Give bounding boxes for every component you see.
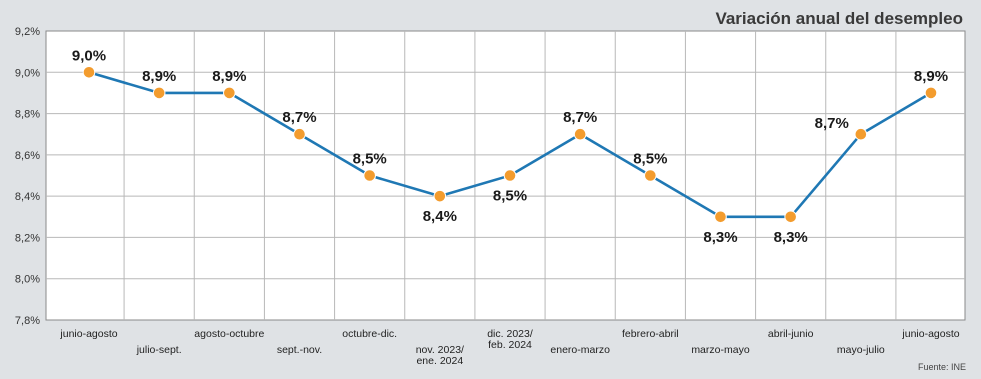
data-label: 8,5%	[493, 188, 527, 205]
x-tick-label-line: abril-junio	[768, 328, 814, 340]
data-label: 8,5%	[633, 151, 667, 168]
data-label: 8,7%	[563, 109, 597, 126]
y-tick-label: 9,0%	[15, 67, 40, 79]
data-label: 8,3%	[703, 229, 737, 246]
x-tick-label: marzo-mayo	[691, 344, 750, 356]
gridlines	[46, 31, 965, 320]
x-tick-label-line: dic. 2023/	[487, 328, 533, 340]
y-tick-label: 9,2%	[15, 26, 40, 38]
source-note: Fuente: INE	[918, 362, 966, 372]
x-tick-label: nov. 2023/ene. 2024	[416, 344, 464, 367]
x-tick-label: junio-agosto	[59, 328, 117, 340]
x-tick-label: mayo-julio	[837, 344, 885, 356]
x-tick-label-line: julio-sept.	[136, 344, 182, 356]
x-tick-label: abril-junio	[768, 328, 814, 340]
y-tick-label: 8,4%	[15, 191, 40, 203]
y-axis-ticks: 7,8% 8,0% 8,2% 8,4% 8,6% 8,8% 9,0% 9,2%	[15, 26, 40, 327]
x-tick-label: julio-sept.	[136, 344, 182, 356]
data-point	[293, 127, 306, 141]
data-label: 8,9%	[914, 68, 948, 85]
y-tick-label: 8,8%	[15, 109, 40, 121]
x-tick-label-line: sept.-nov.	[277, 344, 322, 356]
x-tick-label: octubre-dic.	[342, 328, 397, 340]
y-tick-label: 7,8%	[15, 315, 40, 327]
data-point	[363, 169, 376, 182]
data-point	[433, 189, 447, 203]
x-tick-label: sept.-nov.	[277, 344, 322, 356]
data-label: 8,9%	[212, 68, 246, 85]
x-tick-label: febrero-abril	[622, 328, 679, 340]
data-label: 8,4%	[423, 208, 457, 225]
data-label: 8,9%	[142, 68, 176, 85]
data-point	[854, 127, 868, 141]
x-tick-label-line: junio-agosto	[59, 328, 117, 340]
x-tick-label-line: ene. 2024	[416, 355, 463, 367]
x-tick-label-line: agosto-octubre	[194, 328, 264, 340]
x-tick-label-line: febrero-abril	[622, 328, 679, 340]
x-tick-label-line: junio-agosto	[901, 328, 959, 340]
x-tick-label-line: nov. 2023/	[416, 344, 464, 356]
x-tick-label: dic. 2023/feb. 2024	[487, 328, 533, 351]
data-label: 8,5%	[353, 151, 387, 168]
data-point	[644, 169, 657, 182]
data-label: 8,3%	[774, 229, 808, 246]
x-axis-ticks: junio-agosto julio-sept. agosto-octubre sep…	[59, 328, 959, 367]
x-tick-label-line: enero-marzo	[550, 344, 610, 356]
data-point	[924, 86, 938, 100]
data-point	[223, 86, 236, 100]
x-tick-label-line: octubre-dic.	[342, 328, 397, 340]
x-tick-label: enero-marzo	[550, 344, 610, 356]
data-point	[82, 65, 96, 79]
y-tick-label: 8,6%	[15, 150, 40, 162]
data-label: 8,7%	[815, 115, 849, 132]
data-label: 9,0%	[72, 47, 106, 64]
x-tick-label: junio-agosto	[901, 328, 959, 340]
y-tick-label: 8,2%	[15, 232, 40, 244]
data-markers	[82, 65, 938, 224]
data-point	[784, 210, 797, 224]
x-tick-label-line: marzo-mayo	[691, 344, 750, 356]
data-labels: 9,0% 8,9% 8,9% 8,7% 8,5% 8,4% 8,5% 8,7% 8,5% 8,3%…	[72, 47, 948, 246]
data-point	[152, 86, 166, 100]
x-tick-label-line: mayo-julio	[837, 344, 885, 356]
x-tick-label: agosto-octubre	[194, 328, 264, 340]
x-tick-label-line: feb. 2024	[488, 339, 532, 351]
chart-title: Variación anual del desempleo	[715, 9, 963, 28]
y-tick-label: 8,0%	[15, 274, 40, 286]
data-point	[714, 210, 727, 224]
data-point	[503, 169, 517, 182]
data-label: 8,7%	[282, 109, 316, 126]
data-point	[573, 127, 587, 141]
